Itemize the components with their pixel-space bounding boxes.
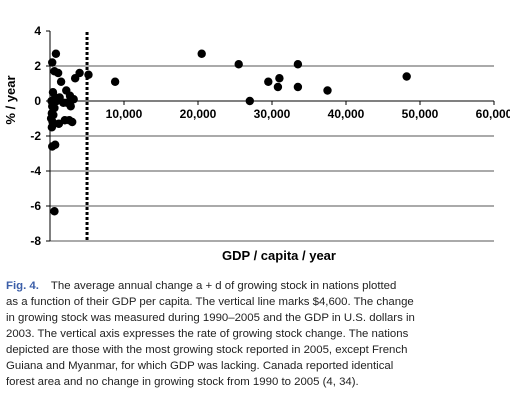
figure-label: Fig. 4. xyxy=(6,280,39,292)
data-point xyxy=(50,207,59,216)
data-point xyxy=(245,96,254,106)
data-point xyxy=(293,82,303,92)
data-points xyxy=(46,49,411,216)
data-point xyxy=(110,77,120,86)
y-tick-label: 2 xyxy=(34,59,41,73)
caption-line: depicted are those with the most growing… xyxy=(6,344,408,356)
data-point xyxy=(293,60,303,69)
data-point xyxy=(234,60,243,69)
figure-caption: Fig. 4. The average annual change a + d o… xyxy=(6,278,506,390)
data-point xyxy=(402,72,411,81)
data-point xyxy=(69,95,78,104)
y-tick-label: -4 xyxy=(30,164,41,178)
y-tick-label: -8 xyxy=(30,234,41,248)
y-tick-label: -6 xyxy=(30,199,41,213)
tick-labels: 4 2 0 -2 -4 -6 -8 10,000 20,000 30,000 40,000 50,00… xyxy=(30,24,510,248)
data-point xyxy=(56,77,66,86)
data-point xyxy=(66,102,75,111)
data-point xyxy=(51,49,61,58)
grid-layer xyxy=(50,65,494,242)
data-point xyxy=(50,140,60,149)
x-tick-label: 20,000 xyxy=(180,107,217,121)
x-axis-title: GDP / capita / year xyxy=(222,248,336,263)
data-point xyxy=(75,68,84,78)
data-point xyxy=(264,77,273,86)
data-point xyxy=(53,68,63,78)
caption-line: 2003. The vertical axis expresses the ra… xyxy=(6,328,409,340)
data-point xyxy=(197,49,206,58)
x-tick-label: 30,000 xyxy=(254,107,291,121)
caption-line: Guiana and Myanmar, for which GDP was la… xyxy=(6,360,394,372)
caption-line: as a function of their GDP per capita. T… xyxy=(6,296,414,308)
y-tick-label: -2 xyxy=(30,129,41,143)
caption-line: The average annual change a + d of growi… xyxy=(50,280,397,292)
data-point xyxy=(47,123,57,132)
caption-line: in growing stock was measured during 199… xyxy=(6,312,415,324)
data-point xyxy=(323,86,332,95)
data-point xyxy=(84,70,93,79)
x-tick-label: 10,000 xyxy=(106,107,143,121)
data-point xyxy=(55,93,64,102)
scatter-chart: 4 2 0 -2 -4 -6 -8 10,000 20,000 30,000 40,000 50,00… xyxy=(3,24,510,263)
caption-line: forest area and no change in growing sto… xyxy=(6,376,359,388)
data-point xyxy=(68,117,77,127)
x-tick-label: 40,000 xyxy=(328,107,365,121)
y-axis-title: % / year xyxy=(3,75,18,124)
data-point xyxy=(275,74,284,83)
data-point xyxy=(48,58,57,67)
x-tick-label: 50,000 xyxy=(402,107,439,121)
x-tick-label: 60,000 xyxy=(476,107,510,121)
data-point xyxy=(273,82,283,92)
y-tick-label: 0 xyxy=(34,94,41,108)
y-tick-label: 4 xyxy=(34,24,41,38)
